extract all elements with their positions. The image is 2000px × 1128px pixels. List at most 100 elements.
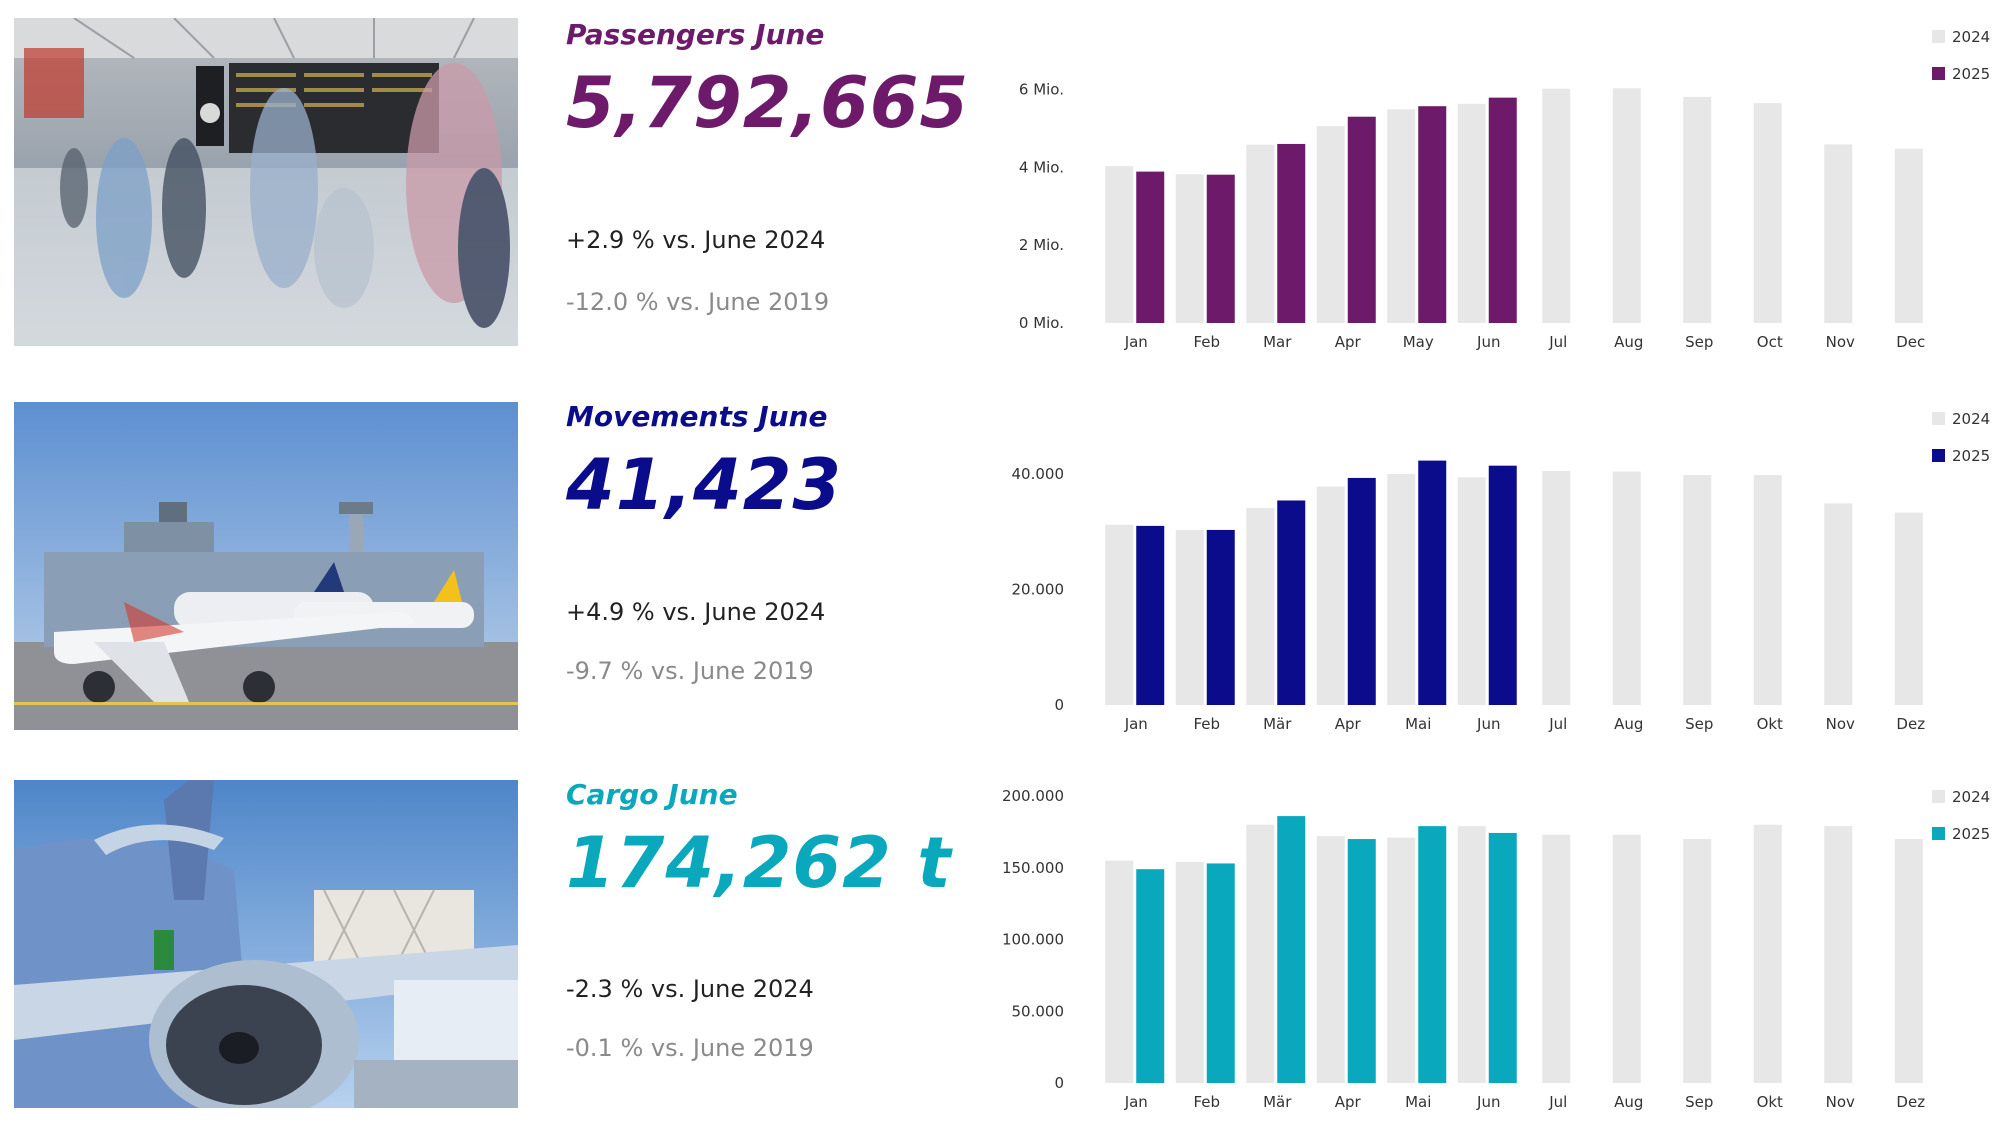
- cargo-title: Cargo June: [566, 778, 738, 811]
- bar-2024: [1894, 148, 1923, 323]
- passengers-value: 5,792,665: [566, 62, 970, 144]
- bar-2024: [1894, 512, 1923, 705]
- bar-2025: [1277, 816, 1306, 1083]
- bar-2025: [1418, 106, 1447, 324]
- x-tick-label: Nov: [1826, 333, 1855, 351]
- y-tick-label: 0 Mio.: [1019, 314, 1064, 332]
- x-tick-label: Jan: [1124, 1093, 1148, 1111]
- bar-2025: [1136, 869, 1165, 1083]
- legend-label-2025: 2025: [1952, 825, 1990, 843]
- y-tick-label: 6 Mio.: [1019, 80, 1064, 98]
- bar-2025: [1418, 826, 1447, 1083]
- y-tick-label: 200.000: [1002, 787, 1064, 805]
- legend-swatch-2025: [1932, 67, 1945, 80]
- x-tick-label: Jun: [1476, 333, 1500, 351]
- bar-2024: [1683, 96, 1712, 323]
- passengers-row: Passengers June 5,792,665 +2.9 % vs. Jun…: [0, 18, 2000, 354]
- bar-2024: [1683, 475, 1712, 705]
- movements-vs-2019: -9.7 % vs. June 2019: [566, 657, 814, 685]
- bar-2024: [1542, 471, 1571, 705]
- x-tick-label: Apr: [1335, 715, 1362, 733]
- x-tick-label: Aug: [1614, 1093, 1643, 1111]
- bar-2024: [1105, 166, 1134, 323]
- bar-2024: [1824, 826, 1853, 1083]
- y-tick-label: 0: [1054, 1074, 1064, 1092]
- x-tick-label: Jan: [1124, 333, 1148, 351]
- bar-2025: [1418, 460, 1447, 705]
- x-tick-label: Jun: [1476, 1093, 1500, 1111]
- bar-2024: [1542, 834, 1571, 1083]
- bar-2024: [1105, 524, 1134, 705]
- bar-2024: [1175, 174, 1204, 323]
- bar-2025: [1277, 500, 1306, 705]
- bar-2024: [1612, 88, 1641, 323]
- y-tick-label: 40.000: [1012, 465, 1065, 483]
- cargo-bar-chart: 0 50.000 100.000 150.000 200.000 Jan Feb Mär Apr…: [1002, 787, 1990, 1111]
- bar-2024: [1457, 103, 1486, 324]
- bar-2024: [1683, 839, 1712, 1083]
- x-tick-label: Apr: [1335, 333, 1362, 351]
- legend-label-2024: 2024: [1952, 788, 1990, 806]
- x-tick-label: Jul: [1548, 333, 1567, 351]
- x-tick-label: Sep: [1685, 715, 1713, 733]
- x-tick-label: Mai: [1405, 715, 1431, 733]
- bar-2025: [1488, 465, 1517, 705]
- bar-2024: [1612, 834, 1641, 1083]
- x-tick-label: Apr: [1335, 1093, 1362, 1111]
- bar-2024: [1457, 826, 1486, 1083]
- x-tick-label: Sep: [1685, 333, 1713, 351]
- legend-swatch-2024: [1932, 790, 1945, 803]
- bar-2024: [1246, 507, 1275, 705]
- passengers-bar-chart: 0 Mio. 2 Mio. 4 Mio. 6 Mio. Jan Feb Mar Apr May J…: [1019, 28, 1990, 351]
- bar-2024: [1387, 473, 1416, 705]
- movements-row: Movements June 41,423 +4.9 % vs. June 20…: [0, 400, 2000, 736]
- y-tick-label: 4 Mio.: [1019, 158, 1064, 176]
- passengers-vs-2019: -12.0 % vs. June 2019: [566, 288, 830, 316]
- bar-2024: [1246, 144, 1275, 323]
- x-tick-label: Nov: [1826, 715, 1855, 733]
- bar-2024: [1387, 837, 1416, 1083]
- legend-swatch-2024: [1932, 412, 1945, 425]
- passengers-chart: 0 Mio. 2 Mio. 4 Mio. 6 Mio. Jan Feb Mar Apr May J…: [990, 18, 2000, 358]
- bar-2025: [1136, 525, 1165, 705]
- y-tick-label: 2 Mio.: [1019, 236, 1064, 254]
- bar-2024: [1612, 471, 1641, 705]
- x-tick-label: Jul: [1548, 715, 1567, 733]
- movements-value: 41,423: [566, 444, 843, 526]
- bar-2024: [1175, 862, 1204, 1083]
- bar-2025: [1206, 529, 1235, 705]
- y-tick-label: 20.000: [1012, 580, 1065, 598]
- passengers-kpi: Passengers June 5,792,665 +2.9 % vs. Jun…: [566, 18, 986, 348]
- bar-2024: [1246, 824, 1275, 1083]
- cargo-value: 174,262 t: [566, 822, 952, 904]
- cargo-vs-prev-year: -2.3 % vs. June 2024: [566, 975, 814, 1003]
- passengers-vs-prev-year: +2.9 % vs. June 2024: [566, 226, 826, 254]
- x-tick-label: Jun: [1476, 715, 1500, 733]
- bar-2025: [1347, 116, 1376, 323]
- movements-vs-prev-year: +4.9 % vs. June 2024: [566, 598, 826, 626]
- bar-2025: [1136, 171, 1165, 323]
- bar-2024: [1894, 839, 1923, 1083]
- cargo-kpi: Cargo June 174,262 t -2.3 % vs. June 202…: [566, 778, 986, 1108]
- bar-2025: [1206, 174, 1235, 323]
- x-tick-label: Sep: [1685, 1093, 1713, 1111]
- bar-2025: [1488, 832, 1517, 1083]
- bar-2024: [1542, 88, 1571, 323]
- bar-2024: [1316, 836, 1345, 1083]
- bar-2024: [1457, 477, 1486, 705]
- x-tick-label: Okt: [1757, 715, 1783, 733]
- x-tick-label: Feb: [1193, 1093, 1220, 1111]
- y-tick-label: 50.000: [1012, 1002, 1065, 1020]
- bar-2025: [1206, 863, 1235, 1083]
- x-tick-label: Feb: [1193, 333, 1220, 351]
- bar-2024: [1387, 109, 1416, 323]
- legend-label-2024: 2024: [1952, 410, 1990, 428]
- x-tick-label: Mär: [1263, 715, 1292, 733]
- x-tick-label: Dez: [1896, 1093, 1925, 1111]
- movements-kpi: Movements June 41,423 +4.9 % vs. June 20…: [566, 400, 986, 730]
- x-tick-label: Mär: [1263, 1093, 1292, 1111]
- bar-2025: [1347, 839, 1376, 1083]
- x-tick-label: Jan: [1124, 715, 1148, 733]
- cargo-chart: 0 50.000 100.000 150.000 200.000 Jan Feb Mär Apr…: [990, 778, 2000, 1118]
- x-tick-label: Aug: [1614, 715, 1643, 733]
